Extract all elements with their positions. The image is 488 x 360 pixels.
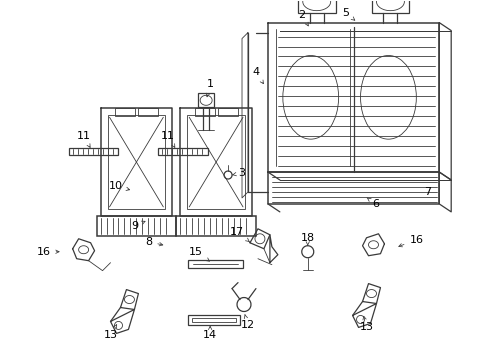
Text: 13: 13 [103,325,117,341]
Bar [198,93,214,107]
Bar [158,148,208,155]
Text: 8: 8 [145,237,163,247]
Text: 17: 17 [229,227,249,242]
Bar [188,260,243,268]
Text: 18: 18 [300,233,314,246]
Bar [138,108,158,116]
Text: 10: 10 [108,181,129,191]
Text: 7: 7 [423,187,430,197]
Text: 4: 4 [252,67,263,84]
Bar [192,319,236,323]
Bar [195,108,215,116]
Bar [188,315,240,325]
Text: 15: 15 [189,247,209,261]
Text: 14: 14 [203,326,217,341]
Text: 11: 11 [161,131,175,147]
Bar [297,0,335,13]
Text: 5: 5 [342,8,354,20]
Bar [187,115,244,209]
Bar [107,115,165,209]
Text: 9: 9 [131,221,145,231]
Bar [218,108,238,116]
Bar [68,148,118,155]
Text: 2: 2 [298,10,308,26]
Bar [96,216,176,236]
Bar [371,0,408,13]
Text: 1: 1 [206,79,213,97]
Bar [176,216,255,236]
Text: 6: 6 [366,198,378,209]
Text: 13: 13 [359,316,373,332]
Text: 16: 16 [37,247,59,257]
Text: 12: 12 [241,315,255,330]
Text: 11: 11 [77,131,90,147]
Text: 16: 16 [398,235,423,247]
Bar [115,108,135,116]
Text: 3: 3 [232,168,244,178]
